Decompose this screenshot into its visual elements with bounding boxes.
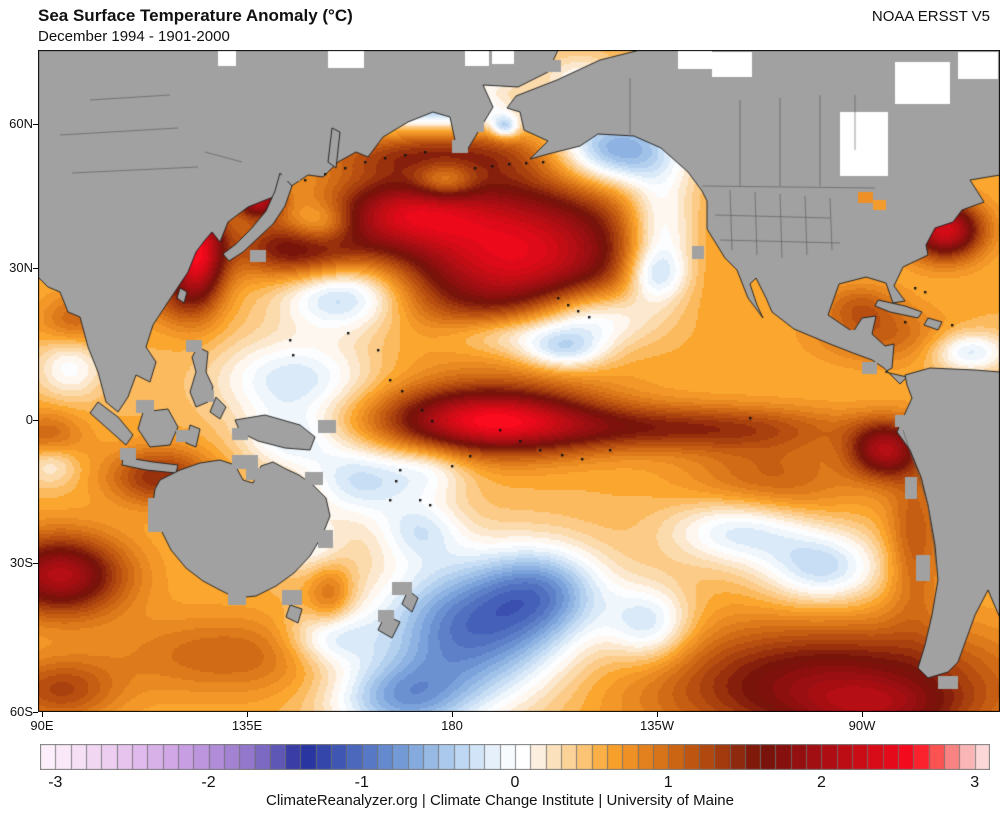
colorbar-tick-label: 2 <box>816 774 826 791</box>
lon-tick-label: 90E <box>30 718 54 733</box>
lat-tick <box>33 712 38 713</box>
lon-tick-label: 90W <box>848 718 876 733</box>
colorbar-tick-label: 0 <box>510 774 520 791</box>
colorbar-tick-label: -1 <box>354 774 369 791</box>
lat-tick-label: 30S <box>9 555 33 570</box>
page-title: Sea Surface Temperature Anomaly (°C) <box>38 6 353 25</box>
colorbar-tick-label: -3 <box>48 774 63 791</box>
lon-tick <box>42 712 43 717</box>
colorbar-tick-label: -2 <box>201 774 216 791</box>
lat-tick <box>33 563 38 564</box>
dataset-label: NOAA ERSST V5 <box>871 8 990 25</box>
lon-tick <box>657 712 658 717</box>
colorbar-tick-label: 1 <box>663 774 673 791</box>
lat-tick-label: 60S <box>9 704 33 719</box>
lon-tick <box>452 712 453 717</box>
lat-tick-label: 60N <box>9 116 33 131</box>
colorbar-canvas <box>40 744 990 770</box>
lon-tick-label: 135E <box>231 718 263 733</box>
lon-tick <box>862 712 863 717</box>
colorbar-tick-label: 3 <box>970 774 980 791</box>
anomaly-map-canvas <box>38 50 1000 712</box>
lon-tick-label: 180 <box>441 718 463 733</box>
lat-tick <box>33 124 38 125</box>
lon-tick-label: 135W <box>640 718 674 733</box>
lat-tick <box>33 420 38 421</box>
lon-tick <box>247 712 248 717</box>
page-subtitle: December 1994 - 1901-2000 <box>38 28 230 45</box>
lat-tick <box>33 268 38 269</box>
lat-tick-label: 30N <box>9 260 33 275</box>
credit-footer: ClimateReanalyzer.org | Climate Change I… <box>266 792 734 809</box>
lat-tick-label: 0 <box>25 412 33 427</box>
